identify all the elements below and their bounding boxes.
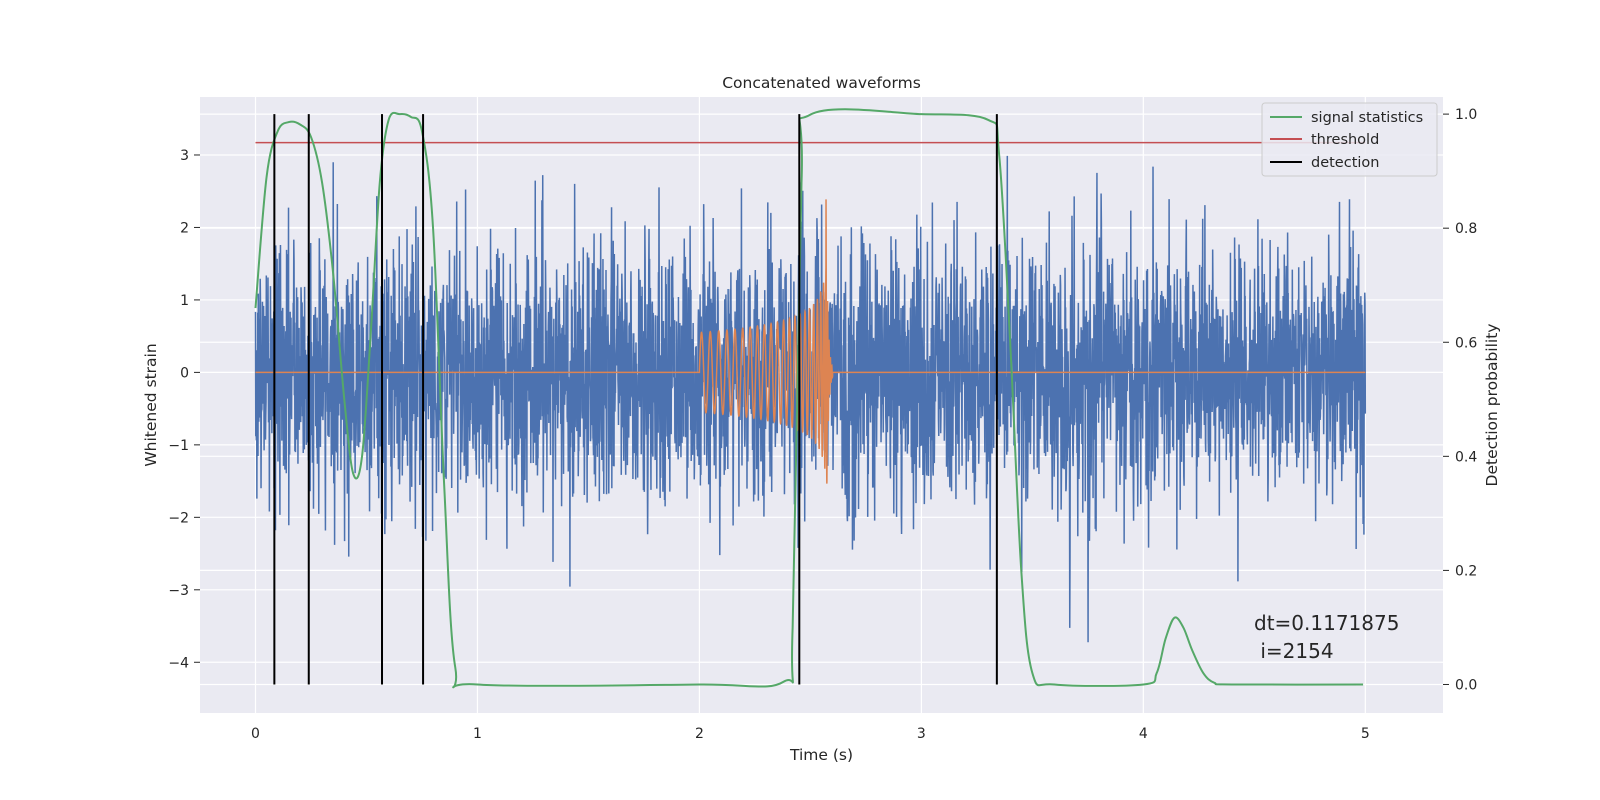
legend-label-detection: detection (1311, 155, 1379, 171)
chirp-line (255, 199, 1366, 484)
x-tick-label: 5 (1361, 726, 1370, 742)
y-axis-label-right: Detection probability (1483, 324, 1501, 487)
y-right-tick-label: 0.2 (1455, 563, 1477, 579)
y-tick-label: 1 (180, 293, 189, 309)
x-tick-label: 3 (917, 726, 926, 742)
legend-label-signal-statistics: signal statistics (1311, 110, 1423, 126)
y-tick-label: −3 (168, 583, 189, 599)
y-right-tick-label: 0.6 (1455, 335, 1477, 351)
legend-label-threshold: threshold (1311, 132, 1379, 148)
y-tick-label: 2 (180, 220, 189, 236)
annotation-dt: dt=0.1171875 (1254, 611, 1399, 635)
y-tick-label: −2 (168, 510, 189, 526)
y-right-tick-label: 0.8 (1455, 221, 1477, 237)
x-tick-label: 4 (1139, 726, 1148, 742)
axis-ticks: 0 1 2 3 4 5 −4 −3 −2 −1 0 1 2 3 0.0 0.2 0.4 0.6 0.8 1.0 (168, 107, 1477, 742)
signal-statistics-line (254, 108, 1364, 689)
chart-title: Concatenated waveforms (722, 74, 921, 92)
plot-layer (254, 108, 1367, 689)
y-axis-label: Whitened strain (142, 343, 160, 466)
annotation: dt=0.1171875 i=2154 (1254, 611, 1399, 663)
y-right-tick-label: 0.0 (1455, 677, 1477, 693)
y-tick-label: −1 (168, 438, 189, 454)
annotation-index: i=2154 (1254, 639, 1334, 663)
x-tick-label: 0 (251, 726, 260, 742)
y-right-tick-label: 0.4 (1455, 449, 1477, 465)
y-tick-label: 0 (180, 365, 189, 381)
y-right-tick-label: 1.0 (1455, 107, 1477, 123)
x-tick-label: 1 (473, 726, 482, 742)
legend: signal statistics threshold detection (1261, 102, 1438, 177)
y-tick-label: −4 (168, 655, 189, 671)
legend-box (1261, 102, 1438, 177)
x-tick-label: 2 (695, 726, 704, 742)
y-tick-label: 3 (180, 148, 189, 164)
x-axis-label: Time (s) (789, 746, 853, 764)
